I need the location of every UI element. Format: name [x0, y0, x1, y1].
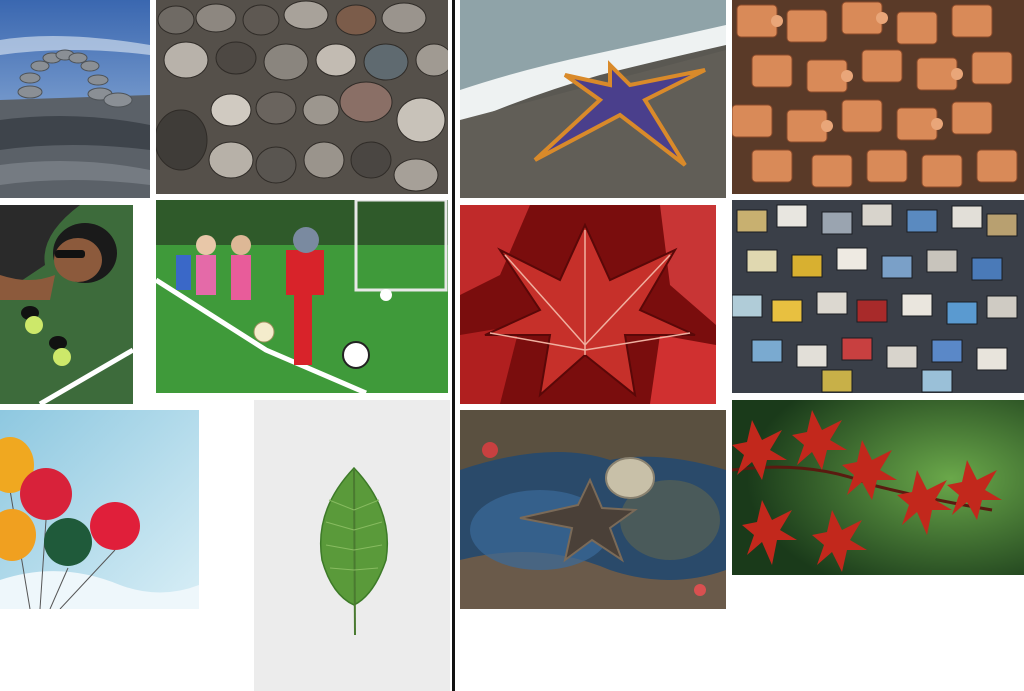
underwater-starfish-photo[interactable]: [460, 410, 726, 609]
pebbles-photo[interactable]: [156, 0, 448, 194]
kids-soccer-photo[interactable]: [156, 200, 448, 393]
balloons-photo[interactable]: [0, 410, 199, 609]
stone-arch-photo[interactable]: [0, 0, 150, 198]
red-leaf-photo[interactable]: [460, 205, 716, 404]
starfish-beach-photo[interactable]: [460, 0, 726, 198]
column-divider: [452, 0, 455, 691]
green-leaf-photo[interactable]: [254, 400, 450, 691]
tennis-woman-photo[interactable]: [0, 205, 133, 404]
red-japanese-maple-photo[interactable]: [732, 400, 1024, 575]
brown-puzzle-photo[interactable]: [732, 0, 1024, 194]
colorful-puzzle-photo[interactable]: [732, 200, 1024, 393]
